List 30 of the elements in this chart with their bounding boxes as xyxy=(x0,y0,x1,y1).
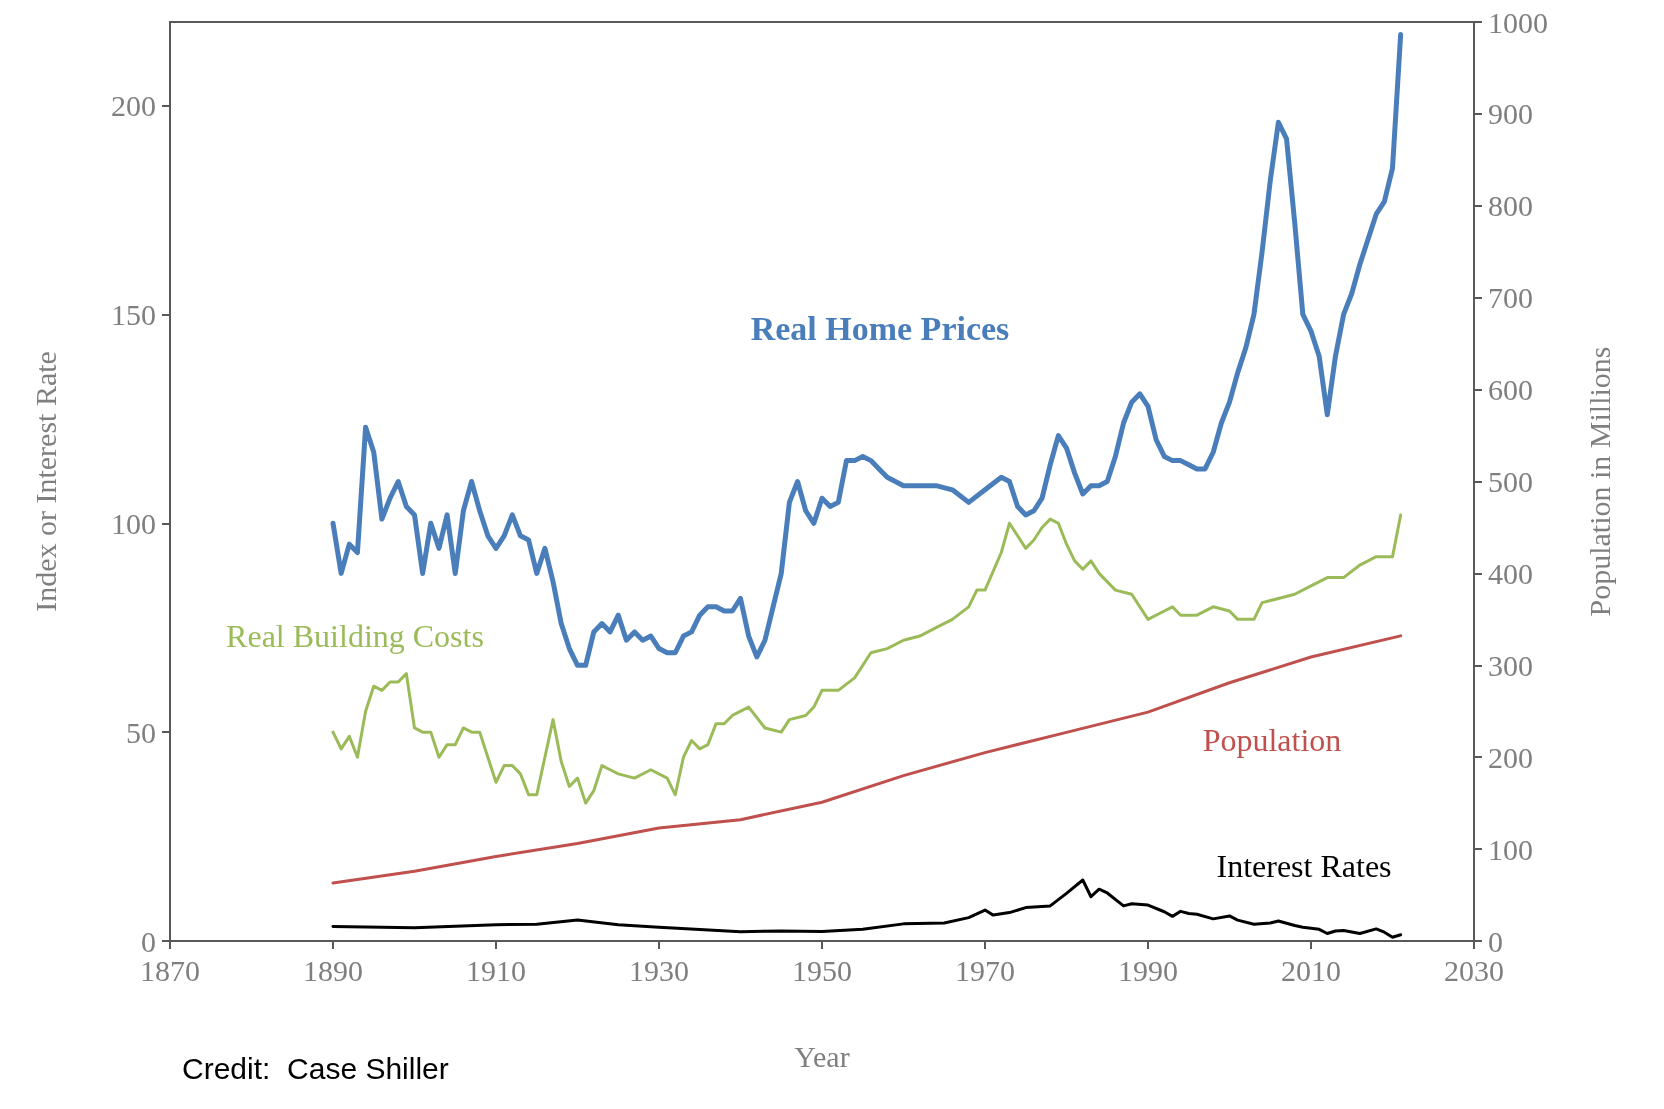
y2-axis-title: Population in Millions xyxy=(1582,346,1616,617)
series-label: Interest Rates xyxy=(1216,848,1392,884)
x-tick-label: 1890 xyxy=(303,953,363,987)
x-tick-label: 2010 xyxy=(1281,953,1341,987)
y2-tick-label: 1000 xyxy=(1488,5,1548,39)
x-tick-label: 1970 xyxy=(955,953,1015,987)
x-tick-label: 1990 xyxy=(1118,953,1178,987)
y2-tick-label: 600 xyxy=(1488,373,1533,407)
x-tick-label: 1930 xyxy=(629,953,689,987)
y-tick-label: 150 xyxy=(111,297,156,331)
text: Real Home Prices xyxy=(750,309,1010,347)
x-axis-title: Year xyxy=(794,1039,850,1073)
y2-tick-label: 100 xyxy=(1488,832,1533,866)
x-tick-label: 1910 xyxy=(466,953,526,987)
y2-tick-label: 700 xyxy=(1488,281,1533,315)
y2-tick-label: 800 xyxy=(1488,189,1533,223)
text: Credit: Case Shiller xyxy=(182,1051,449,1085)
line-series xyxy=(331,878,1403,939)
y2-tick-label: 400 xyxy=(1488,556,1533,590)
y-tick-label: 50 xyxy=(126,715,156,749)
series-label: Real Building Costs xyxy=(226,618,484,654)
x-tick-label: 1950 xyxy=(792,953,852,987)
y2-tick-label: 900 xyxy=(1488,97,1533,131)
y-tick-label: 100 xyxy=(111,506,156,540)
y2-tick-label: 500 xyxy=(1488,465,1533,498)
y2-tick-label: 200 xyxy=(1488,740,1533,774)
series-label: Population xyxy=(1202,722,1342,758)
y-tick-label: 200 xyxy=(111,89,156,123)
y-axis-title: Index or Interest Rate xyxy=(28,351,62,612)
y2-tick-label: 300 xyxy=(1488,648,1533,682)
